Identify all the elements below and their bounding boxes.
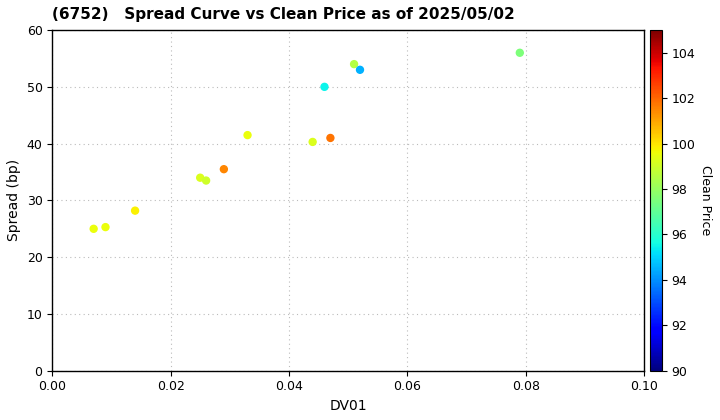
- Text: (6752)   Spread Curve vs Clean Price as of 2025/05/02: (6752) Spread Curve vs Clean Price as of…: [53, 7, 515, 22]
- Point: [130, 207, 141, 214]
- Point: [194, 174, 206, 181]
- Point: [100, 224, 112, 231]
- Point: [307, 139, 318, 145]
- Point: [354, 66, 366, 73]
- Point: [242, 132, 253, 139]
- Point: [348, 61, 360, 68]
- Y-axis label: Clean Price: Clean Price: [699, 165, 712, 236]
- Point: [319, 84, 330, 90]
- Point: [514, 50, 526, 56]
- Point: [325, 134, 336, 141]
- Point: [200, 177, 212, 184]
- X-axis label: DV01: DV01: [329, 399, 367, 413]
- Point: [88, 226, 99, 232]
- Y-axis label: Spread (bp): Spread (bp): [7, 159, 21, 242]
- Point: [218, 166, 230, 173]
